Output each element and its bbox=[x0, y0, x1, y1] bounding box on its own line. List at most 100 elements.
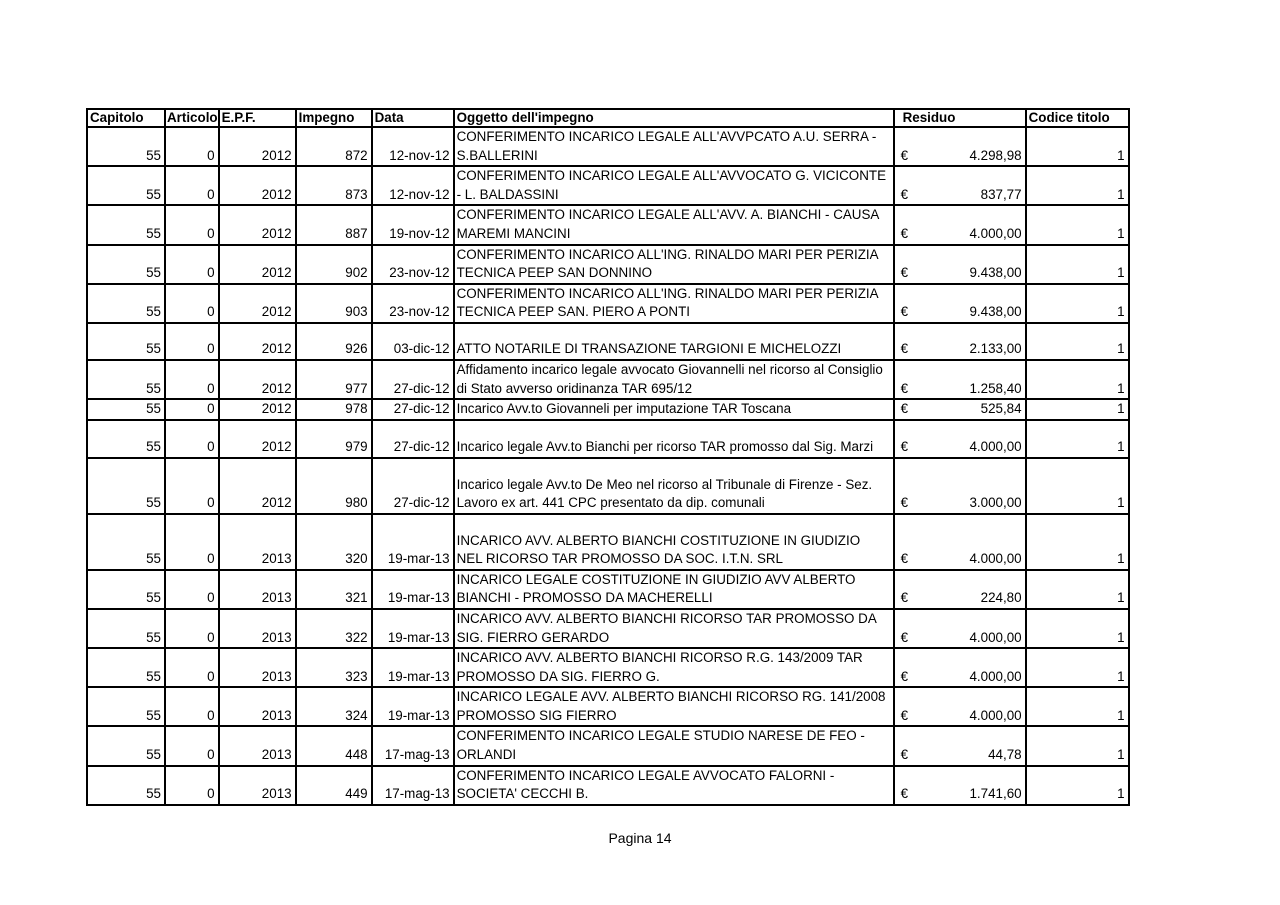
cell-capitolo: 55 bbox=[86, 568, 166, 610]
cell-capitolo: 55 bbox=[86, 725, 166, 767]
cell-residuo: €1.258,40 bbox=[892, 358, 1027, 401]
residuo-value: 4.000,00 bbox=[969, 629, 1022, 645]
cell-impegno: 902 bbox=[294, 243, 373, 285]
cell-residuo: €4.000,00 bbox=[892, 607, 1027, 650]
residuo-value: 4.000,00 bbox=[969, 551, 1022, 567]
cell-residuo: €9.438,00 bbox=[892, 282, 1027, 324]
residuo-value: 9.438,00 bbox=[969, 304, 1022, 320]
cell-epf: 2012 bbox=[217, 125, 297, 168]
cell-epf: 2012 bbox=[217, 456, 297, 515]
currency-symbol: € bbox=[900, 401, 909, 417]
cell-residuo: €4.000,00 bbox=[892, 686, 1027, 728]
cell-articolo: 0 bbox=[164, 243, 220, 285]
cell-impegno: 449 bbox=[294, 764, 373, 806]
cell-residuo: €525,84 bbox=[892, 398, 1027, 421]
cell-oggetto: Incarico Avv.to Giovanneli per imputazio… bbox=[452, 398, 895, 421]
cell-articolo: 0 bbox=[164, 204, 220, 246]
page-number: Pagina 14 bbox=[608, 830, 672, 846]
cell-impegno: 322 bbox=[294, 607, 373, 650]
table-row: 55 0 2012 980 27-dic-12 Incarico legale Avv.t… bbox=[86, 456, 1130, 515]
cell-capitolo: 55 bbox=[86, 686, 166, 728]
cell-residuo: €44,78 bbox=[892, 725, 1027, 767]
cell-data: 27-dic-12 bbox=[370, 398, 455, 421]
table-row: 55 0 2013 324 19-mar-13 INCARICO LEGALE AVV. … bbox=[86, 686, 1130, 728]
cell-impegno: 926 bbox=[294, 321, 373, 361]
cell-epf: 2013 bbox=[217, 725, 297, 767]
header-data: Data bbox=[370, 108, 455, 128]
cell-impegno: 903 bbox=[294, 282, 373, 324]
cell-residuo: €4.000,00 bbox=[892, 647, 1027, 689]
currency-symbol: € bbox=[900, 590, 909, 606]
cell-residuo: €4.000,00 bbox=[892, 204, 1027, 246]
cell-oggetto: CONFERIMENTO INCARICO LEGALE ALL'AVVOCAT… bbox=[452, 165, 895, 207]
cell-articolo: 0 bbox=[164, 456, 220, 515]
cell-oggetto: Affidamento incarico legale avvocato Gio… bbox=[452, 358, 895, 401]
cell-articolo: 0 bbox=[164, 568, 220, 610]
cell-impegno: 873 bbox=[294, 165, 373, 207]
cell-data: 19-mar-13 bbox=[370, 607, 455, 650]
table-row: 55 0 2013 321 19-mar-13 INCARICO LEGALE COSTI… bbox=[86, 568, 1130, 610]
table-row: 55 0 2013 323 19-mar-13 INCARICO AVV. ALBERTO… bbox=[86, 647, 1130, 689]
cell-impegno: 887 bbox=[294, 204, 373, 246]
currency-symbol: € bbox=[900, 747, 909, 763]
cell-articolo: 0 bbox=[164, 321, 220, 361]
cell-oggetto: Incarico legale Avv.to De Meo nel ricors… bbox=[452, 456, 895, 515]
residuo-value: 9.438,00 bbox=[969, 265, 1022, 281]
table-row: 55 0 2012 903 23-nov-12 CONFERIMENTO INCARICO… bbox=[86, 282, 1130, 324]
cell-capitolo: 55 bbox=[86, 764, 166, 806]
cell-codice-titolo: 1 bbox=[1024, 647, 1130, 689]
residuo-value: 3.000,00 bbox=[969, 495, 1022, 511]
cell-articolo: 0 bbox=[164, 398, 220, 421]
cell-articolo: 0 bbox=[164, 418, 220, 459]
residuo-value: 44,78 bbox=[988, 747, 1022, 763]
cell-impegno: 979 bbox=[294, 418, 373, 459]
residuo-value: 4.000,00 bbox=[969, 225, 1022, 241]
cell-codice-titolo: 1 bbox=[1024, 125, 1130, 168]
currency-symbol: € bbox=[900, 668, 909, 684]
header-capitolo: Capitolo bbox=[86, 108, 166, 128]
cell-codice-titolo: 1 bbox=[1024, 398, 1130, 421]
currency-symbol: € bbox=[900, 551, 909, 567]
cell-epf: 2013 bbox=[217, 512, 297, 571]
header-impegno: Impegno bbox=[294, 108, 373, 128]
cell-data: 27-dic-12 bbox=[370, 418, 455, 459]
table-row: 55 0 2012 902 23-nov-12 CONFERIMENTO INCARICO… bbox=[86, 243, 1130, 285]
cell-epf: 2013 bbox=[217, 568, 297, 610]
table-row: 55 0 2012 977 27-dic-12 Affidamento incarico … bbox=[86, 358, 1130, 401]
cell-codice-titolo: 1 bbox=[1024, 512, 1130, 571]
cell-data: 12-nov-12 bbox=[370, 165, 455, 207]
cell-articolo: 0 bbox=[164, 282, 220, 324]
cell-codice-titolo: 1 bbox=[1024, 243, 1130, 285]
cell-impegno: 448 bbox=[294, 725, 373, 767]
cell-codice-titolo: 1 bbox=[1024, 686, 1130, 728]
cell-oggetto: CONFERIMENTO INCARICO LEGALE ALL'AVV. A.… bbox=[452, 204, 895, 246]
cell-impegno: 320 bbox=[294, 512, 373, 571]
table-row: 55 0 2012 979 27-dic-12 Incarico legale Avv.t… bbox=[86, 418, 1130, 459]
cell-oggetto: CONFERIMENTO INCARICO LEGALE ALL'AVVPCAT… bbox=[452, 125, 895, 168]
residuo-value: 525,84 bbox=[980, 401, 1022, 417]
cell-impegno: 323 bbox=[294, 647, 373, 689]
cell-capitolo: 55 bbox=[86, 204, 166, 246]
cell-data: 17-mag-13 bbox=[370, 725, 455, 767]
table-row: 55 0 2012 873 12-nov-12 CONFERIMENTO INCARICO… bbox=[86, 165, 1130, 207]
residuo-value: 4.000,00 bbox=[969, 439, 1022, 455]
header-oggetto: Oggetto dell'impegno bbox=[452, 108, 895, 128]
cell-capitolo: 55 bbox=[86, 358, 166, 401]
cell-oggetto: INCARICO AVV. ALBERTO BIANCHI RICORSO TA… bbox=[452, 607, 895, 650]
residuo-value: 1.741,60 bbox=[969, 786, 1022, 802]
currency-symbol: € bbox=[900, 380, 909, 396]
header-epf: E.P.F. bbox=[217, 108, 297, 128]
cell-codice-titolo: 1 bbox=[1024, 456, 1130, 515]
cell-oggetto: ATTO NOTARILE DI TRANSAZIONE TARGIONI E … bbox=[452, 321, 895, 361]
cell-capitolo: 55 bbox=[86, 321, 166, 361]
currency-symbol: € bbox=[900, 304, 909, 320]
cell-residuo: €1.741,60 bbox=[892, 764, 1027, 806]
cell-codice-titolo: 1 bbox=[1024, 725, 1130, 767]
cell-epf: 2013 bbox=[217, 686, 297, 728]
cell-residuo: €224,80 bbox=[892, 568, 1027, 610]
cell-data: 17-mag-13 bbox=[370, 764, 455, 806]
cell-data: 19-mar-13 bbox=[370, 568, 455, 610]
cell-capitolo: 55 bbox=[86, 512, 166, 571]
cell-data: 03-dic-12 bbox=[370, 321, 455, 361]
header-codice-titolo: Codice titolo bbox=[1024, 108, 1130, 128]
